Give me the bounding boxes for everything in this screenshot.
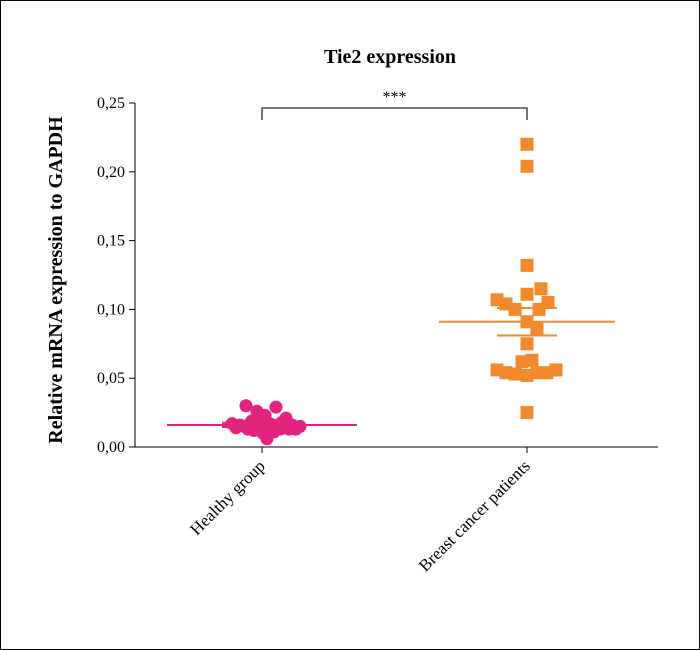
y-tick-label: 0,20 — [97, 164, 125, 181]
patient-data-point — [520, 337, 534, 351]
x-tick-label: Breast cancer patients — [415, 456, 534, 575]
patient-data-point — [520, 368, 534, 382]
patient-data-point — [508, 367, 522, 381]
patient-data-point — [520, 137, 534, 151]
patient-data-point — [530, 322, 544, 336]
chart-title: Tie2 expression — [324, 46, 456, 68]
patient-data-point — [525, 353, 539, 367]
data-points — [225, 137, 563, 446]
patient-data-point — [520, 159, 534, 173]
y-tick-label: 0,25 — [97, 95, 125, 112]
y-tick-label: 0,10 — [97, 301, 125, 318]
mean-sem-lines — [167, 307, 615, 429]
patient-data-point — [520, 406, 534, 420]
patient-data-point — [534, 282, 548, 296]
y-axis-label: Relative mRNA expression to GAPDH — [45, 116, 67, 444]
y-tick-label: 0,05 — [97, 370, 125, 387]
healthy-data-point — [239, 399, 253, 413]
y-tick-label: 0,15 — [97, 233, 125, 250]
patient-data-point — [549, 363, 563, 377]
patient-data-point — [520, 287, 534, 301]
patient-data-point — [508, 302, 522, 316]
axes: 0,00 0,05 0,10 0,15 0,20 0,25 Healthy group Bre… — [97, 89, 658, 575]
significance-label: *** — [383, 89, 407, 106]
patient-data-point — [541, 296, 555, 310]
healthy-data-point — [269, 400, 283, 414]
x-tick-label: Healthy group — [186, 456, 269, 539]
patient-data-point — [530, 366, 544, 380]
patient-data-point — [520, 258, 534, 272]
significance-bracket — [261, 107, 528, 120]
y-tick-label: 0,00 — [97, 439, 125, 456]
patient-data-point — [515, 355, 529, 369]
